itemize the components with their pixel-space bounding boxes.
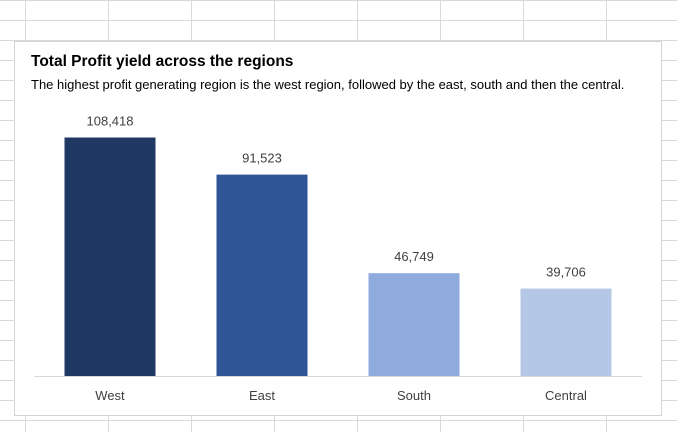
x-tick-label-east: East [249, 388, 275, 403]
bar-west[interactable] [64, 137, 156, 377]
bar-chart-plot: 108,418 West 91,523 East 46,749 South 39,706 Ce… [34, 114, 642, 403]
chart-container[interactable]: Total Profit yield across the regions Th… [14, 41, 662, 416]
data-label-south: 46,749 [394, 249, 434, 264]
data-label-central: 39,706 [546, 265, 586, 280]
x-tick-label-south: South [397, 388, 431, 403]
data-label-west: 108,418 [87, 114, 134, 129]
chart-title: Total Profit yield across the regions [31, 53, 294, 70]
data-label-east: 91,523 [242, 151, 282, 166]
x-tick-label-central: Central [545, 388, 587, 403]
bar-central[interactable] [520, 288, 612, 376]
bar-east[interactable] [216, 174, 308, 376]
x-tick-label-west: West [95, 388, 125, 403]
bar-south[interactable] [368, 273, 460, 376]
chart-subtitle: The highest profit generating region is … [31, 77, 625, 92]
